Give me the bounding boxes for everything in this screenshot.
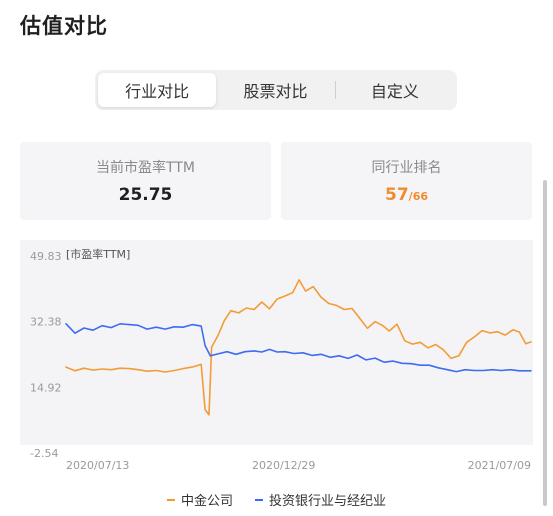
industry-rank-label: 同行业排名	[371, 160, 442, 176]
tab-custom[interactable]: 自定义	[370, 82, 419, 101]
pe-line-chart[interactable]: 49.83 32.38 14.92 -2.54 [市盈率TTM] 2020/07/13 20…	[0, 240, 553, 480]
legend-swatch-industry	[255, 498, 263, 501]
legend-item-industry[interactable]: 投资银行业与经纪业	[255, 490, 386, 509]
industry-rank-total: /66	[408, 190, 428, 203]
series-line-company	[65, 279, 532, 416]
pe-ttm-value: 25.75	[118, 185, 173, 205]
legend-label-company: 中金公司	[180, 494, 233, 509]
page-scrollbar[interactable]	[543, 180, 547, 506]
chart-background	[20, 240, 533, 445]
x-tick-label: 2020/07/13	[66, 459, 129, 472]
series-line-industry	[65, 323, 532, 373]
pe-ttm-card: 当前市盈率TTM 25.75	[20, 142, 271, 220]
x-tick-label: 2021/07/09	[468, 459, 531, 472]
legend-label-industry: 投资银行业与经纪业	[269, 494, 387, 509]
y-axis-label: [市盈率TTM]	[66, 247, 130, 261]
x-tick-label: 2020/12/29	[252, 459, 315, 472]
comparison-segmented-control: 行业对比 股票对比 自定义	[95, 70, 457, 110]
legend-item-company[interactable]: 中金公司	[166, 490, 233, 509]
tab-divider	[334, 81, 336, 99]
legend-swatch-company	[166, 498, 175, 501]
tab-industry-compare[interactable]: 行业对比	[98, 73, 217, 107]
chart-legend: 中金公司 投资银行业与经纪业	[0, 490, 553, 509]
tab-stock-compare[interactable]: 股票对比	[243, 82, 308, 101]
y-tick-label: 32.38	[30, 316, 62, 329]
section-title: 估值对比	[20, 14, 108, 38]
industry-rank-value: 57/66	[385, 185, 428, 205]
industry-rank-card: 同行业排名 57/66	[281, 142, 532, 220]
y-tick-label: -2.54	[30, 447, 58, 460]
y-tick-label: 14.92	[30, 381, 62, 394]
industry-rank-position: 57	[385, 185, 409, 205]
y-tick-label: 49.83	[30, 250, 62, 263]
pe-ttm-label: 当前市盈率TTM	[96, 160, 195, 176]
